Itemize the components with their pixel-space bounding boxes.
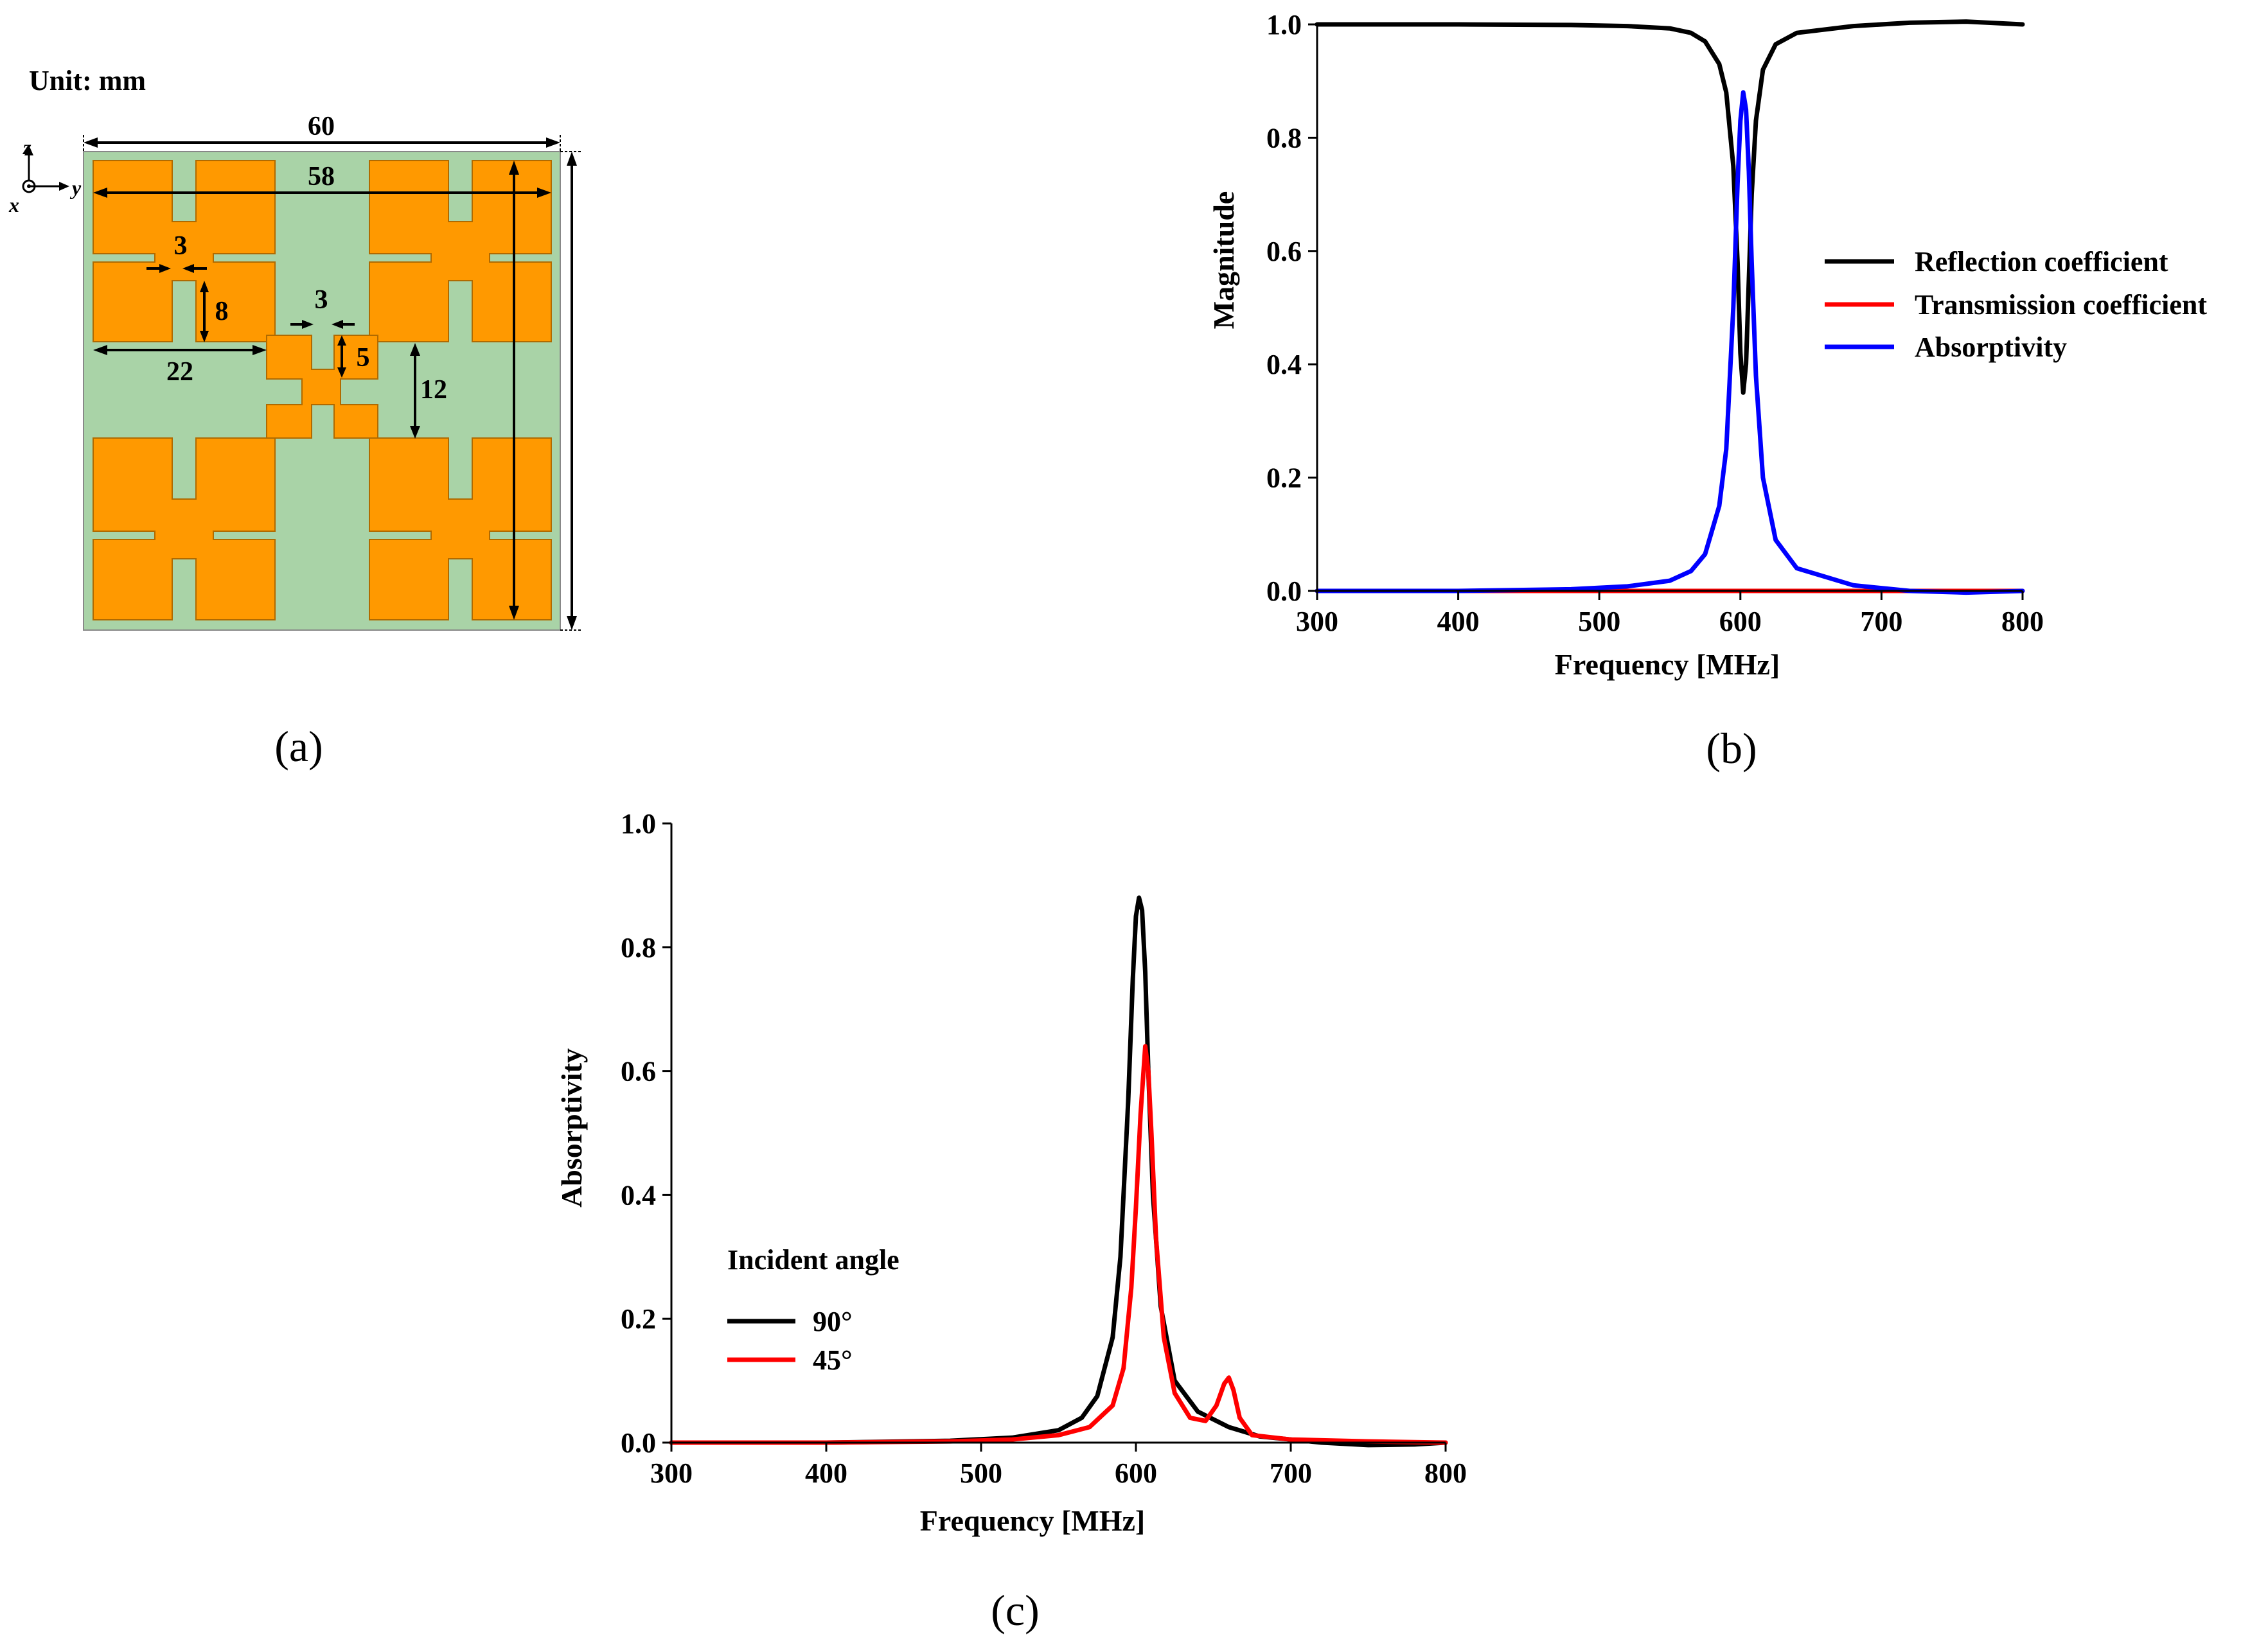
z-axis-arrowhead [24, 145, 33, 155]
panel-a: Unit: mm z y x [8, 65, 581, 771]
chart-c-series-0-line [669, 895, 1448, 1448]
dim-3b-arrow-right [332, 320, 343, 329]
metal-patches [93, 160, 552, 620]
chart-b-ticks: 300 400 500 600 700 800 0.0 0.2 0.4 0.6 0.8 1.0 [1266, 9, 2044, 637]
chart-b-series-0-line [1315, 19, 2025, 395]
x-axis-symbol-icon [22, 179, 36, 193]
y-axis-arrowhead [59, 182, 69, 191]
resonator-center [266, 335, 378, 439]
dim-58-label: 58 [308, 162, 335, 191]
chart-c-ytick-label-5: 1.0 [621, 808, 656, 839]
dim-8-label: 8 [215, 297, 229, 326]
legend-90-label: 90° [813, 1306, 853, 1337]
panel-a-label: (a) [274, 722, 323, 771]
chart-c-xtick-label-500: 500 [960, 1457, 1002, 1489]
x-axis-dot-icon [27, 184, 31, 188]
dim-3a-arrow-right [182, 264, 194, 273]
chart-c-ytick-label-4: 0.8 [621, 932, 656, 963]
chart-b-xtick-label-300: 300 [1296, 606, 1338, 637]
resonator-bottom-right [369, 437, 552, 620]
x-axis-label: x [8, 193, 19, 216]
chart-b: 300 400 500 600 700 800 0.0 0.2 0.4 0.6 0.8 1.0 Fre… [1207, 9, 2207, 773]
legend-absorptivity-label: Absorptivity [1915, 331, 2067, 363]
dim-22-label: 22 [166, 357, 193, 387]
dim-8-arrow-bottom [200, 331, 209, 342]
dim-inner-height-arrow-bottom [509, 606, 519, 620]
dim-3b-label: 3 [315, 285, 328, 315]
chart-c-xtick-label-800: 800 [1424, 1457, 1467, 1489]
dimension-lines [83, 135, 581, 631]
dim-inner-height-arrow-top [509, 161, 519, 175]
dim-12-label: 12 [420, 375, 447, 405]
chart-c: 300 400 500 600 700 800 0.0 0.2 0.4 0.6 0.8 1.0 Fre… [555, 808, 1467, 1635]
dim-3b-arrow-left [302, 320, 314, 329]
chart-c-ytick-label-0: 0.0 [621, 1427, 656, 1459]
dim-8-arrow-top [200, 281, 209, 292]
chart-b-ylabel: Magnitude [1207, 191, 1240, 329]
axes-indicator: z y x [8, 136, 82, 216]
chart-b-xtick-label-700: 700 [1860, 606, 1902, 637]
z-axis-label: z [22, 136, 31, 159]
dimension-labels: 60 58 3 8 22 3 5 12 [166, 112, 447, 405]
dim-60-arrow-right [546, 137, 560, 148]
dim-60-label: 60 [308, 112, 335, 141]
chart-c-xtick-label-700: 700 [1270, 1457, 1312, 1489]
chart-b-ytick-label-4: 0.8 [1266, 122, 1302, 154]
legend-transmission-label: Transmission coefficient [1915, 289, 2207, 321]
chart-c-xtick-label-600: 600 [1115, 1457, 1157, 1489]
dim-58-arrow-left [93, 188, 107, 198]
unit-label: Unit: mm [29, 65, 146, 96]
dim-58-arrow-right [537, 188, 551, 198]
chart-c-series-group [669, 895, 1448, 1448]
chart-b-xtick-label-500: 500 [1578, 606, 1620, 637]
dim-5-label: 5 [357, 343, 370, 373]
chart-b-ytick-label-2: 0.4 [1266, 349, 1302, 380]
panel-b-label: (b) [1706, 724, 1757, 773]
chart-c-ytick-label-2: 0.4 [621, 1179, 656, 1211]
chart-b-ytick-label-0: 0.0 [1266, 575, 1302, 607]
chart-b-ytick-label-5: 1.0 [1266, 9, 1302, 40]
chart-c-ylabel: Absorptivity [555, 1048, 588, 1208]
chart-c-xlabel: Frequency [MHz] [920, 1504, 1145, 1537]
dim-5-arrow-bottom [337, 367, 346, 378]
dim-outer-height-arrow-bottom [567, 616, 577, 630]
chart-c-ytick-label-1: 0.2 [621, 1303, 656, 1335]
chart-b-xtick-label-400: 400 [1437, 606, 1480, 637]
dim-3a-label: 3 [174, 231, 188, 261]
chart-c-series-1-line [669, 1044, 1448, 1445]
chart-b-xtick-label-600: 600 [1719, 606, 1762, 637]
dim-60-arrow-left [84, 137, 98, 148]
chart-c-legend: Incident angle 90° 45° [727, 1244, 899, 1376]
dim-outer-height-arrow-top [567, 152, 577, 166]
dim-22-arrow-left [93, 345, 107, 355]
dim-12-arrow-top [410, 343, 420, 356]
chart-b-legend: Reflection coefficient Transmission coef… [1825, 246, 2207, 363]
chart-b-xtick-label-800: 800 [2001, 606, 2044, 637]
chart-b-ytick-label-1: 0.2 [1266, 462, 1302, 494]
y-axis-label: y [69, 176, 82, 199]
dim-22-arrow-right [252, 345, 267, 355]
legend-reflection-label: Reflection coefficient [1915, 246, 2168, 277]
chart-c-ytick-label-3: 0.6 [621, 1056, 656, 1087]
chart-b-ytick-label-3: 0.6 [1266, 236, 1302, 267]
chart-c-xtick-label-300: 300 [650, 1457, 693, 1489]
dim-12-arrow-bottom [410, 426, 420, 439]
chart-b-series-2-line [1315, 90, 2025, 595]
chart-c-ticks: 300 400 500 600 700 800 0.0 0.2 0.4 0.6 0.8 1.0 [621, 808, 1467, 1489]
dim-3a-arrow-left [159, 264, 171, 273]
panel-c-label: (c) [991, 1586, 1039, 1635]
dim-5-arrow-top [337, 335, 346, 346]
resonator-bottom-left [93, 437, 276, 620]
chart-b-xlabel: Frequency [MHz] [1555, 648, 1780, 681]
legend-45-label: 45° [813, 1344, 853, 1376]
chart-c-xtick-label-400: 400 [805, 1457, 847, 1489]
legend-title: Incident angle [727, 1244, 899, 1276]
resonator-top-right [369, 160, 552, 342]
